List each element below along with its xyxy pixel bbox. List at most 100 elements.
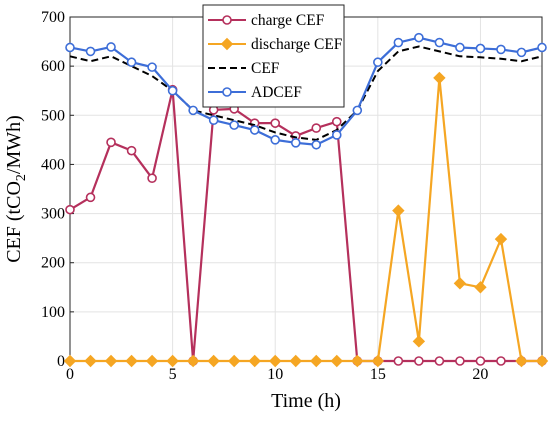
x-tick-label: 20 bbox=[472, 366, 488, 383]
data-point-adcef bbox=[352, 105, 363, 116]
data-point-discharge-cef bbox=[310, 354, 323, 368]
data-point-adcef bbox=[475, 43, 486, 54]
y-axis-label-main: CEF (tCO bbox=[3, 181, 25, 263]
legend-swatch-marker bbox=[220, 37, 234, 51]
data-point-adcef bbox=[414, 32, 424, 43]
data-point-charge-cef bbox=[496, 356, 506, 366]
series-line-discharge-cef bbox=[70, 76, 542, 363]
data-point-discharge-cef bbox=[125, 354, 138, 368]
data-point-discharge-cef bbox=[535, 354, 549, 368]
data-point-discharge-cef bbox=[63, 354, 77, 368]
data-point-adcef bbox=[208, 115, 219, 125]
y-tick-label: 300 bbox=[41, 206, 65, 223]
data-point-discharge-cef bbox=[330, 354, 343, 368]
data-point-adcef bbox=[126, 57, 137, 68]
x-tick-label: 10 bbox=[267, 366, 283, 383]
data-point-charge-cef bbox=[106, 137, 116, 148]
data-point-discharge-cef bbox=[166, 354, 179, 368]
data-point-charge-cef bbox=[85, 192, 96, 203]
data-point-discharge-cef bbox=[227, 354, 241, 368]
data-point-discharge-cef bbox=[289, 354, 302, 368]
data-point-discharge-cef bbox=[494, 232, 508, 246]
y-axis-label: CEF (tCO2/MWh) bbox=[3, 115, 29, 263]
x-axis-label: Time (h) bbox=[271, 390, 341, 412]
data-point-adcef bbox=[393, 37, 404, 48]
data-point-charge-cef bbox=[434, 356, 445, 366]
data-point-adcef bbox=[455, 42, 465, 53]
y-tick-label: 700 bbox=[41, 9, 65, 26]
legend-item-charge-cef: charge CEF bbox=[208, 12, 325, 29]
data-point-discharge-cef bbox=[145, 354, 159, 368]
data-point-charge-cef bbox=[126, 145, 137, 156]
legend-item-cef: CEF bbox=[208, 60, 280, 77]
data-point-discharge-cef bbox=[474, 281, 487, 294]
data-point-adcef bbox=[516, 47, 527, 58]
data-point-charge-cef bbox=[455, 356, 465, 366]
series-charge-cef bbox=[65, 84, 547, 366]
data-point-charge-cef bbox=[147, 173, 157, 183]
data-point-discharge-cef bbox=[371, 354, 385, 368]
data-point-discharge-cef bbox=[515, 354, 528, 368]
series-layer bbox=[63, 32, 549, 368]
x-tick-label: 5 bbox=[169, 366, 177, 383]
legend-label: discharge CEF bbox=[251, 36, 343, 53]
data-point-adcef bbox=[65, 42, 75, 53]
data-point-discharge-cef bbox=[84, 354, 97, 368]
data-point-discharge-cef bbox=[351, 354, 364, 368]
y-tick-label: 400 bbox=[41, 156, 65, 173]
legend-item-discharge-cef: discharge CEF bbox=[208, 36, 343, 53]
data-point-discharge-cef bbox=[453, 277, 467, 290]
data-point-discharge-cef bbox=[207, 354, 220, 368]
data-point-adcef bbox=[85, 46, 96, 57]
series-line-cef bbox=[69, 45, 543, 141]
data-point-discharge-cef bbox=[392, 204, 405, 217]
data-point-adcef bbox=[188, 105, 198, 116]
data-point-discharge-cef bbox=[186, 354, 200, 368]
legend-swatch-marker bbox=[222, 15, 232, 25]
data-point-adcef bbox=[290, 138, 301, 148]
data-point-adcef bbox=[331, 130, 342, 140]
data-point-adcef bbox=[270, 135, 281, 145]
data-point-discharge-cef bbox=[104, 354, 118, 368]
data-point-discharge-cef bbox=[248, 354, 261, 368]
legend-item-adcef: ADCEF bbox=[208, 84, 302, 101]
data-point-adcef bbox=[147, 62, 157, 72]
legend-label: ADCEF bbox=[251, 84, 302, 101]
data-point-adcef bbox=[434, 37, 445, 48]
data-point-charge-cef bbox=[311, 123, 322, 133]
data-point-charge-cef bbox=[270, 118, 281, 128]
data-point-charge-cef bbox=[65, 204, 75, 215]
data-point-charge-cef bbox=[393, 356, 404, 366]
x-tick-label: 0 bbox=[66, 366, 74, 383]
data-point-adcef bbox=[496, 44, 506, 55]
data-point-adcef bbox=[106, 42, 116, 52]
data-point-charge-cef bbox=[331, 116, 342, 127]
series-line-charge-cef bbox=[69, 88, 542, 363]
x-tick-label: 15 bbox=[370, 366, 386, 383]
series-discharge-cef bbox=[63, 71, 549, 368]
y-tick-label: 500 bbox=[41, 107, 65, 124]
series-adcef bbox=[65, 32, 547, 150]
y-tick-label: 600 bbox=[41, 58, 65, 75]
legend-label: charge CEF bbox=[251, 12, 325, 29]
data-point-adcef bbox=[229, 120, 239, 130]
data-point-adcef bbox=[311, 139, 322, 150]
data-point-discharge-cef bbox=[412, 335, 426, 348]
series-cef bbox=[69, 45, 543, 141]
data-point-adcef bbox=[249, 125, 260, 135]
y-axis-label-tail: /MWh) bbox=[3, 115, 25, 174]
y-tick-label: 200 bbox=[41, 255, 65, 272]
y-tick-label: 0 bbox=[57, 353, 65, 370]
data-point-adcef bbox=[373, 57, 383, 68]
y-axis-label-subscript: 2 bbox=[14, 174, 29, 181]
legend: charge CEF discharge CEF CEF ADCEF bbox=[202, 4, 345, 108]
data-point-discharge-cef bbox=[269, 354, 282, 368]
legend-label: CEF bbox=[251, 60, 280, 77]
data-point-charge-cef bbox=[414, 356, 424, 366]
data-point-adcef bbox=[537, 42, 547, 53]
legend-swatch-marker bbox=[222, 87, 232, 97]
data-point-adcef bbox=[167, 85, 178, 96]
data-point-charge-cef bbox=[475, 356, 486, 366]
